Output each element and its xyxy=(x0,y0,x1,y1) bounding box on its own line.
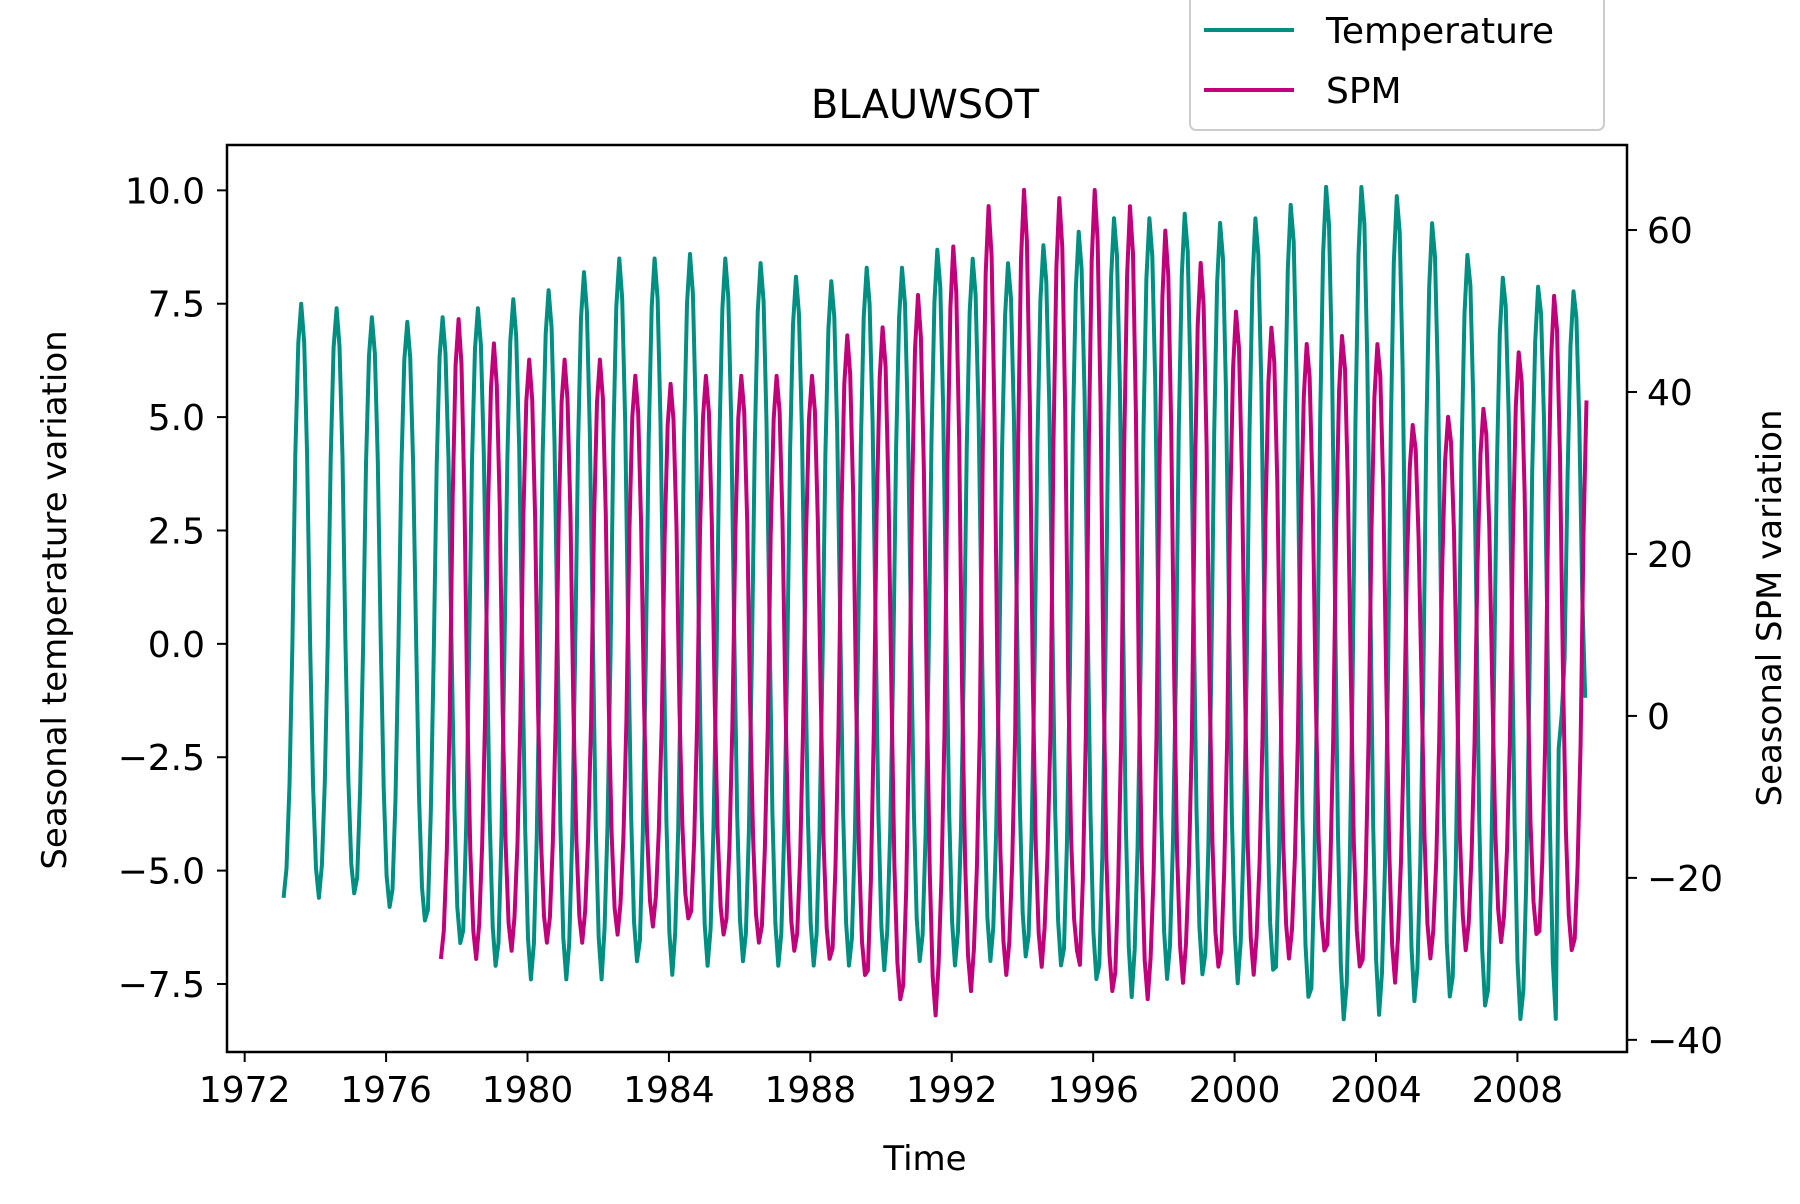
legend-frame xyxy=(1189,0,1605,131)
chart-title: BLAUWSOT xyxy=(811,82,1040,128)
y-left-tick-label: 2.5 xyxy=(148,511,205,552)
y-left-tick-label: 10.0 xyxy=(125,171,205,212)
y-left-tick-label: 7.5 xyxy=(148,285,205,326)
y-right-tick-label: −20 xyxy=(1647,859,1723,900)
legend: Temperature SPM xyxy=(1189,0,1605,131)
x-tick-label: 2000 xyxy=(1189,1070,1281,1111)
y-right-tick-label: 40 xyxy=(1647,373,1693,414)
legend-spm-label: SPM xyxy=(1326,71,1402,112)
axes-layer: 1972 1976 1980 1984 1988 1992 1996 2000 2004 2008… xyxy=(118,143,1723,1111)
series-line-temperature xyxy=(281,184,1588,1022)
y-left-tick-label: −7.5 xyxy=(118,965,205,1006)
series-layer xyxy=(281,184,1589,1022)
x-tick-label: 1988 xyxy=(765,1070,857,1111)
y-left-tick-label: 0.0 xyxy=(148,625,205,666)
x-tick-label: 1980 xyxy=(482,1070,574,1111)
x-axis-title: Time xyxy=(882,1139,966,1179)
x-tick-label: 1996 xyxy=(1047,1070,1139,1111)
y-left-tick-label: 5.0 xyxy=(148,398,205,439)
y-left-tick-label: −5.0 xyxy=(118,852,205,893)
legend-temperature-label: Temperature xyxy=(1325,11,1554,52)
y-left-tick-label: −2.5 xyxy=(118,738,205,779)
series-line-spm xyxy=(438,187,1589,1018)
x-tick-label: 1984 xyxy=(623,1070,715,1111)
x-tick-label: 1976 xyxy=(340,1070,432,1111)
x-tick-label: 1972 xyxy=(199,1070,291,1111)
y-right-tick-label: 60 xyxy=(1647,211,1693,252)
y-right-tick-label: 20 xyxy=(1647,535,1693,576)
plot-frame xyxy=(225,143,1629,1054)
y-right-tick-label: 0 xyxy=(1647,697,1670,738)
y-left-axis-title: Seasonal temperature variation xyxy=(35,330,75,869)
x-tick-label: 2004 xyxy=(1330,1070,1422,1111)
y-right-axis-title: Seasonal SPM variation xyxy=(1750,409,1790,806)
y-right-tick-label: −40 xyxy=(1647,1021,1723,1062)
x-tick-label: 1992 xyxy=(906,1070,998,1111)
x-tick-label: 2008 xyxy=(1472,1070,1564,1111)
